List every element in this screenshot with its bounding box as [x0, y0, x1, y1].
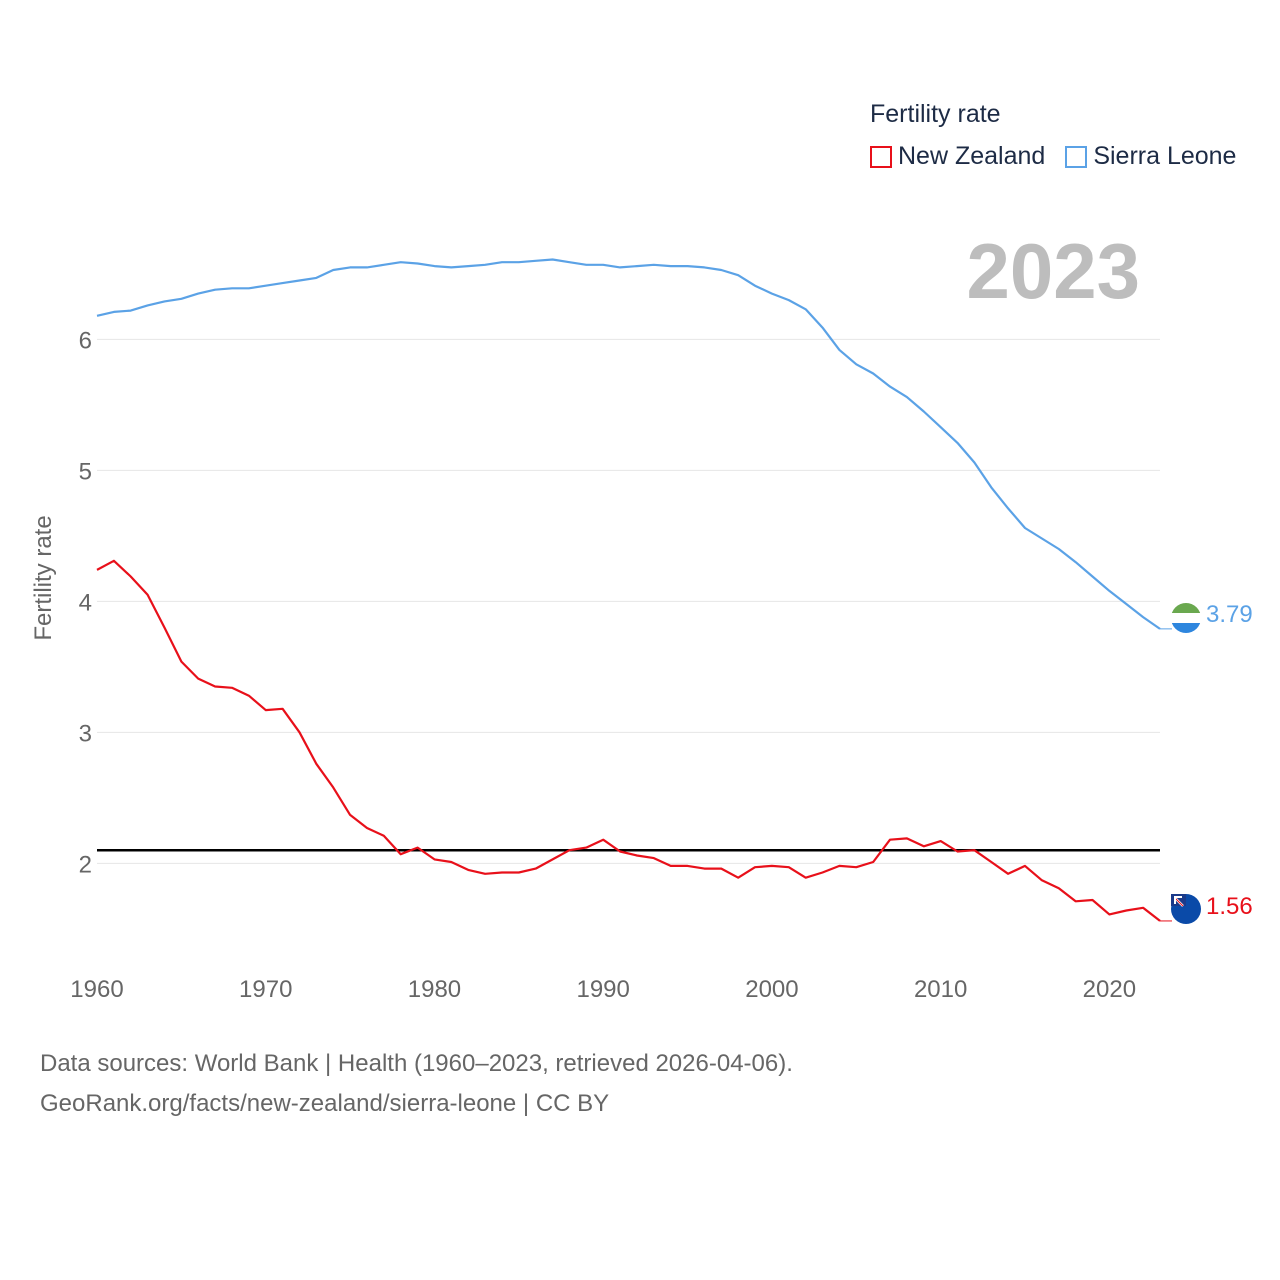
- x-tick-label: 1960: [70, 976, 123, 1003]
- source-footer: Data sources: World Bank | Health (1960–…: [40, 1044, 793, 1124]
- x-tick-label: 1980: [408, 976, 461, 1003]
- legend-item-new-zealand[interactable]: New Zealand: [870, 142, 1045, 171]
- legend-swatch-new-zealand: [870, 145, 892, 168]
- x-tick-label: 1970: [239, 976, 292, 1003]
- legend-label-sierra-leone: Sierra Leone: [1093, 142, 1237, 170]
- y-tick-label: 5: [79, 458, 92, 485]
- legend-title: Fertility rate: [870, 100, 1001, 128]
- series-line-sierra-leone: [96, 258, 1161, 630]
- x-tick-label: 2010: [914, 976, 967, 1003]
- legend-swatch-sierra-leone: [1065, 145, 1088, 168]
- y-tick-label: 3: [79, 720, 92, 747]
- series-line-new-zealand: [96, 559, 1161, 922]
- x-tick-label: 2000: [745, 976, 798, 1003]
- data-source-text: Data sources: World Bank | Health (1960–…: [40, 1050, 793, 1077]
- y-tick-label: 4: [79, 589, 92, 616]
- new-zealand-flag-icon: [1171, 894, 1201, 924]
- tick-labels: 2 3 4 5 6 1960 1970 1980 1990 2000 2010 2020: [70, 327, 1136, 1003]
- legend-item-sierra-leone[interactable]: Sierra Leone: [1065, 142, 1236, 171]
- year-watermark: 2023: [966, 227, 1140, 315]
- legend-label-new-zealand: New Zealand: [898, 142, 1046, 170]
- x-tick-label: 1990: [576, 976, 629, 1003]
- legend: New Zealand Sierra Leone: [870, 142, 1236, 171]
- sierra-leone-flag-icon: [1171, 603, 1201, 633]
- end-value-new-zealand: 1.56: [1206, 893, 1253, 920]
- end-value-sierra-leone: 3.79: [1206, 601, 1253, 628]
- y-axis-title: Fertility rate: [30, 515, 57, 640]
- series-layer: [96, 258, 1172, 922]
- grid-lines: [97, 338, 1160, 864]
- y-tick-label: 6: [79, 327, 92, 354]
- y-tick-label: 2: [79, 851, 92, 878]
- credit-text: GeoRank.org/facts/new-zealand/sierra-leo…: [40, 1090, 610, 1117]
- x-tick-label: 2020: [1083, 976, 1136, 1003]
